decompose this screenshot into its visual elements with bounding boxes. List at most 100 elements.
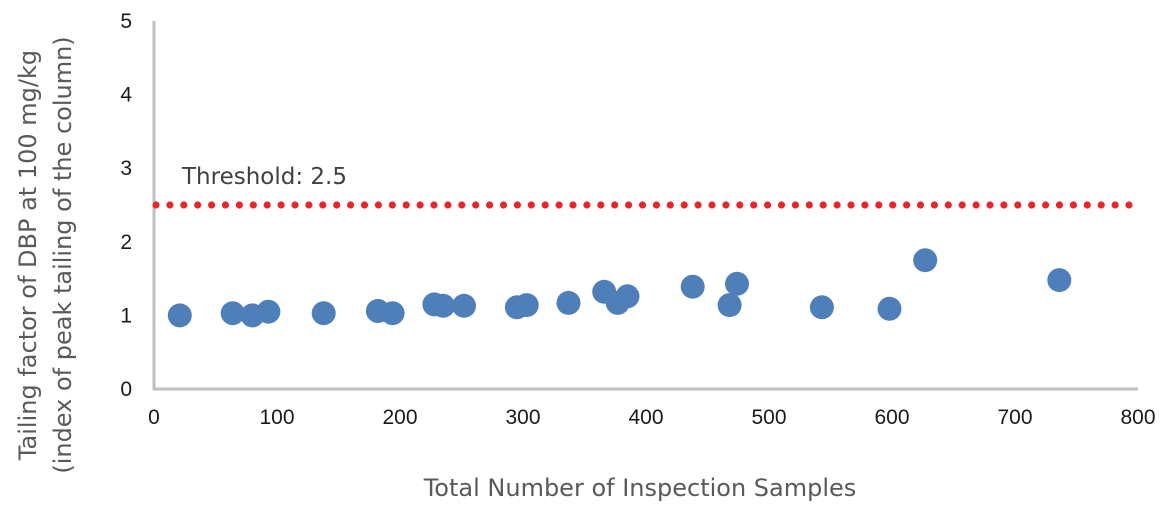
threshold-dot <box>1000 201 1008 209</box>
threshold-dot <box>1055 201 1064 209</box>
threshold-dot <box>1014 201 1022 209</box>
y-tick-label: 3 <box>120 157 132 180</box>
threshold-dot <box>360 201 369 209</box>
threshold-dot <box>583 201 591 209</box>
threshold-dot <box>972 201 980 209</box>
threshold-dot <box>861 201 869 209</box>
threshold-dot <box>513 201 522 209</box>
x-tick-label: 700 <box>997 406 1032 429</box>
threshold-dot <box>347 201 355 209</box>
x-tick-label: 800 <box>1120 406 1155 429</box>
data-point <box>680 274 705 299</box>
data-point <box>167 303 192 328</box>
threshold-dot <box>708 201 716 209</box>
threshold-dot <box>833 201 841 209</box>
threshold-dot <box>277 201 285 209</box>
threshold-dot <box>527 201 535 209</box>
threshold-dot <box>930 201 939 209</box>
threshold-dot <box>388 201 396 209</box>
y-tick-label: 0 <box>120 378 132 401</box>
data-point <box>220 301 245 326</box>
y-axis-ticks: 0 1 2 3 4 5 <box>120 10 132 401</box>
data-point <box>809 295 834 320</box>
threshold-dot <box>764 201 772 209</box>
threshold-dot <box>458 201 466 209</box>
threshold-dot <box>680 201 688 209</box>
threshold-dot <box>486 201 494 209</box>
x-tick-label: 400 <box>628 406 663 429</box>
threshold-dot <box>694 201 702 209</box>
threshold-dot <box>208 201 216 209</box>
threshold-dot <box>847 201 855 209</box>
data-point <box>615 284 640 309</box>
data-point <box>431 293 456 318</box>
y-axis-title-line-1: Tailing factor of DBP at 100 mg/kg <box>14 50 42 461</box>
x-tick-label: 100 <box>259 406 294 429</box>
y-axis-title-line-2: (index of peak tailing of the column) <box>49 36 77 473</box>
threshold-dot <box>194 201 202 209</box>
threshold-dot <box>180 201 188 209</box>
threshold-dot <box>903 201 911 209</box>
threshold-dot <box>444 201 452 209</box>
threshold-line <box>152 201 1133 209</box>
threshold-dot <box>569 201 577 209</box>
threshold-dot <box>221 201 230 209</box>
threshold-dot <box>722 201 730 209</box>
threshold-dot <box>1042 201 1050 209</box>
data-point <box>380 301 405 326</box>
threshold-dot <box>249 201 257 209</box>
x-axis-title: Total Number of Inspection Samples <box>423 474 857 502</box>
threshold-dot <box>611 201 619 209</box>
x-tick-label: 500 <box>751 406 786 429</box>
threshold-dot <box>541 201 549 209</box>
threshold-dot <box>263 201 271 209</box>
threshold-dot <box>235 201 243 209</box>
data-point <box>725 271 749 296</box>
x-tick-label: 0 <box>148 406 160 429</box>
threshold-dot <box>291 201 299 209</box>
threshold-dot <box>777 201 786 209</box>
threshold-dot <box>319 201 327 209</box>
threshold-dot <box>986 201 994 209</box>
threshold-dot <box>597 201 605 209</box>
data-point <box>452 293 476 318</box>
threshold-dot <box>1111 201 1119 209</box>
threshold-dot <box>166 201 174 209</box>
data-points <box>167 248 1072 328</box>
y-axis-title: Tailing factor of DBP at 100 mg/kg (inde… <box>14 36 77 473</box>
data-point <box>1047 268 1072 293</box>
threshold-dot <box>652 201 661 209</box>
data-point <box>877 296 902 321</box>
threshold-dot <box>555 201 563 209</box>
threshold-dot <box>305 201 313 209</box>
threshold-dot <box>1125 201 1133 209</box>
threshold-dot <box>402 201 410 209</box>
threshold-dot <box>499 201 508 209</box>
threshold-dot <box>374 201 382 209</box>
threshold-dot <box>333 201 341 209</box>
threshold-dot <box>1028 201 1036 209</box>
x-tick-label: 600 <box>874 406 909 429</box>
threshold-dot <box>750 201 758 209</box>
threshold-dot <box>875 201 883 209</box>
data-point <box>556 290 581 315</box>
threshold-dot <box>666 201 674 209</box>
threshold-dot <box>805 201 813 209</box>
threshold-dot <box>625 201 633 209</box>
data-point <box>256 299 281 324</box>
data-point <box>311 301 336 326</box>
threshold-dot <box>958 201 966 209</box>
threshold-dot <box>430 201 438 209</box>
data-point <box>514 293 539 318</box>
threshold-dot <box>916 201 925 209</box>
y-tick-label: 1 <box>120 304 132 327</box>
threshold-dot <box>944 201 952 209</box>
threshold-dot <box>416 201 424 209</box>
threshold-dot <box>152 201 160 209</box>
x-tick-label: 200 <box>382 406 417 429</box>
x-tick-label: 300 <box>505 406 540 429</box>
threshold-dot <box>819 201 827 209</box>
y-tick-label: 2 <box>120 231 132 254</box>
